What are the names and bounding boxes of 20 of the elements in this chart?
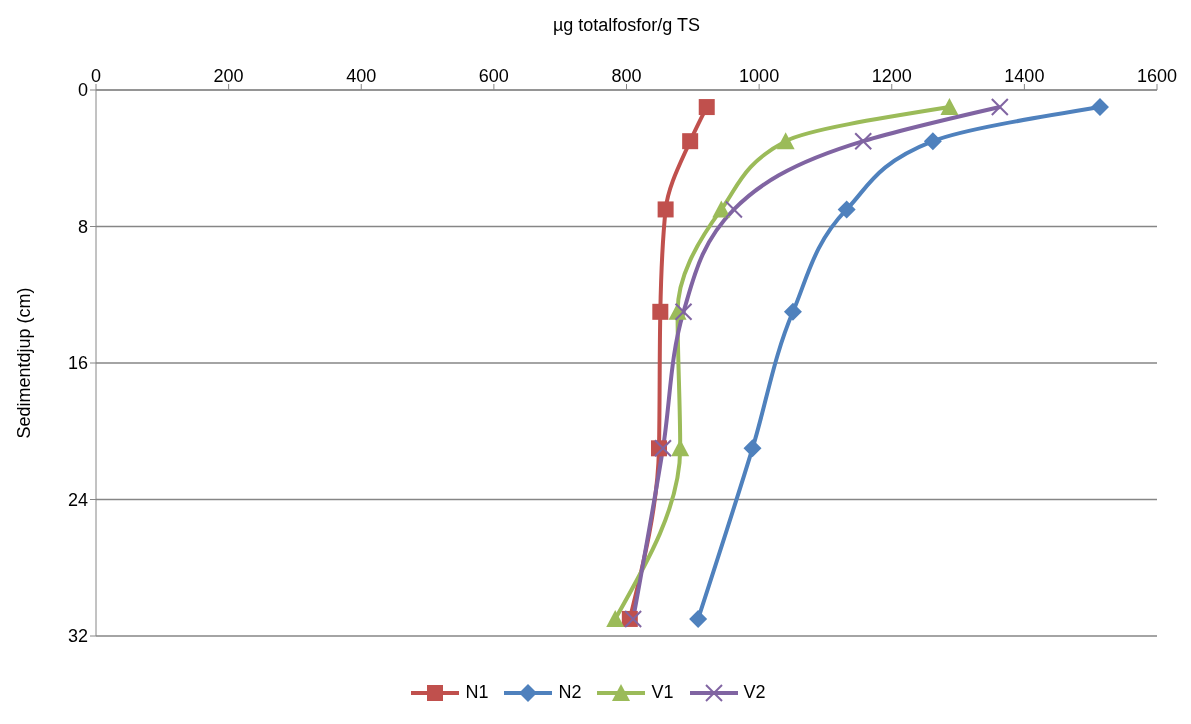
x-tick-label: 200 [213, 66, 244, 86]
x-tick-label: 600 [478, 66, 509, 86]
x-axis-title: µg totalfosfor/g TS [552, 14, 701, 35]
y-tick-label: 24 [67, 489, 88, 510]
y-axis-title: Sedimentdjup (cm) [14, 287, 35, 439]
legend-label: N2 [558, 682, 582, 703]
y-tick-label: 8 [77, 216, 88, 237]
y-tick-label: 16 [67, 353, 88, 374]
legend-label: V2 [743, 682, 766, 703]
x-tick-label: 1200 [871, 66, 912, 86]
x-tick-label: 0 [90, 66, 102, 86]
x-tick-label: 1600 [1136, 66, 1178, 86]
x-tick-label: 1400 [1004, 66, 1045, 86]
x-tick-label: 800 [611, 66, 642, 86]
y-tick-label: 0 [77, 80, 88, 101]
legend-label: V1 [651, 682, 674, 703]
x-tick-label: 1000 [739, 66, 780, 86]
y-tick-label: 32 [67, 626, 88, 647]
legend-label: N1 [465, 682, 489, 703]
x-tick-label: 400 [346, 66, 377, 86]
